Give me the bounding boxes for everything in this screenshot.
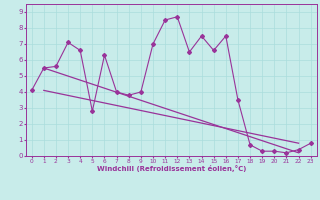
X-axis label: Windchill (Refroidissement éolien,°C): Windchill (Refroidissement éolien,°C)	[97, 165, 246, 172]
